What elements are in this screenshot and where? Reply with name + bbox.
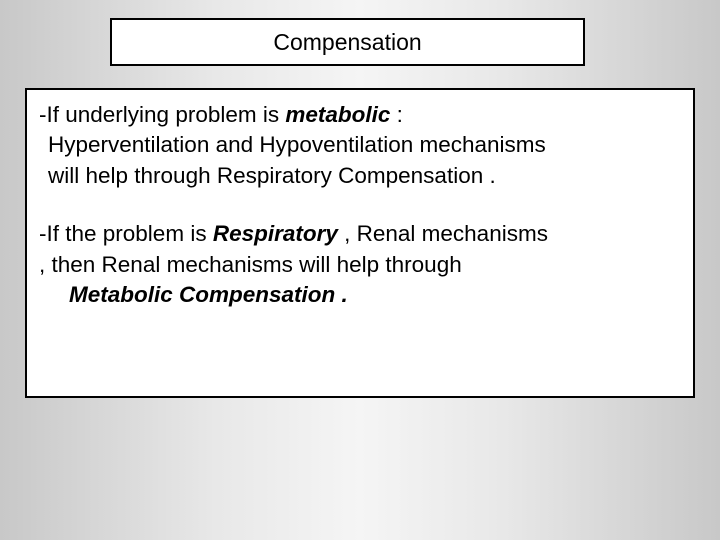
content-box: -If underlying problem is metabolic : Hy… [25, 88, 695, 398]
title-box: Compensation [110, 18, 585, 66]
title-text: Compensation [273, 29, 421, 56]
para1-line2: Hyperventilation and Hypoventilation mec… [39, 130, 681, 160]
para1-suffix: : [390, 102, 403, 127]
paragraph-2: -If the problem is Respiratory , Renal m… [39, 219, 681, 310]
para2-keyword-respiratory: Respiratory [213, 221, 338, 246]
para2-line2: , then Renal mechanisms will help throug… [39, 252, 462, 277]
para1-prefix: -If underlying problem is [39, 102, 285, 127]
para1-line3: will help through Respiratory Compensati… [39, 161, 681, 191]
para2-keyword-metabolic-compensation: Metabolic Compensation . [39, 280, 681, 310]
para2-prefix: -If the problem is [39, 221, 213, 246]
paragraph-1: -If underlying problem is metabolic : Hy… [39, 100, 681, 191]
para2-mid: , Renal mechanisms [338, 221, 548, 246]
para1-keyword-metabolic: metabolic [285, 102, 390, 127]
